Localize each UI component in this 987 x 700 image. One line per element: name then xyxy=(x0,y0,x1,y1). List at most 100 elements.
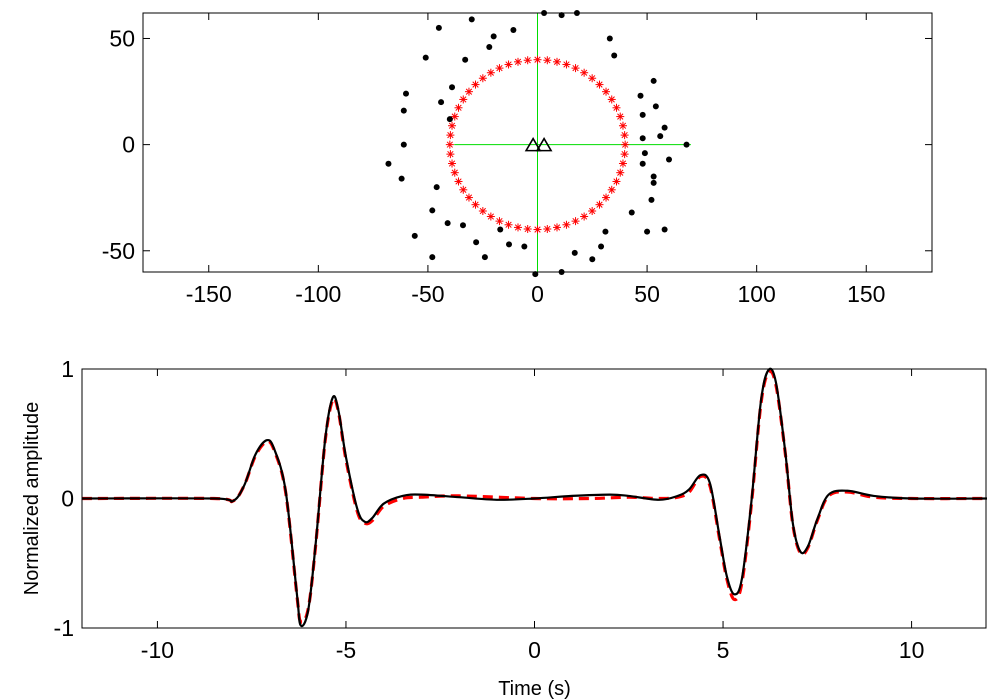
asterisk-stroke xyxy=(621,131,628,139)
asterisk-marker xyxy=(607,95,616,104)
dot-marker xyxy=(639,160,646,167)
dot-marker xyxy=(429,254,436,261)
waveform-x-ticks: -10 -5 0 5 10 xyxy=(141,369,924,663)
dot-marker xyxy=(422,54,429,61)
dot-marker xyxy=(400,107,407,114)
x-axis-title: Time (s) xyxy=(498,678,571,700)
dot-marker xyxy=(510,26,517,33)
asterisk-stroke xyxy=(451,113,458,120)
asterisk-marker xyxy=(553,223,562,232)
asterisk-marker xyxy=(543,56,552,65)
asterisk-stroke xyxy=(613,178,620,185)
asterisk-marker xyxy=(595,80,604,89)
asterisk-marker xyxy=(618,121,627,130)
dot-marker xyxy=(429,207,436,214)
asterisk-stroke xyxy=(496,64,503,72)
dot-marker xyxy=(490,33,497,40)
dot-marker xyxy=(385,160,392,167)
dot-marker xyxy=(444,220,451,227)
asterisk-stroke xyxy=(572,64,579,72)
map-x-ticks: -150 -100 -50 0 50 100 150 xyxy=(186,13,885,307)
asterisk-stroke xyxy=(622,141,629,148)
asterisk-stroke xyxy=(580,213,588,220)
asterisk-marker xyxy=(504,220,513,229)
asterisk-stroke xyxy=(487,69,495,76)
dot-marker xyxy=(473,239,480,246)
asterisk-stroke xyxy=(455,104,462,111)
asterisk-marker xyxy=(450,112,459,121)
map-y-ticks: -50 0 50 xyxy=(102,25,932,264)
asterisk-marker xyxy=(513,223,522,232)
asterisk-stroke xyxy=(553,58,561,65)
dot-marker xyxy=(657,133,664,140)
asterisk-stroke xyxy=(524,225,531,233)
asterisk-marker xyxy=(459,185,468,194)
asterisk-marker xyxy=(464,193,473,202)
asterisk-marker xyxy=(446,131,455,140)
dot-marker xyxy=(650,173,657,180)
dot-marker xyxy=(598,243,605,250)
asterisk-marker xyxy=(533,55,542,64)
asterisk-stroke xyxy=(621,150,628,158)
dot-marker xyxy=(449,84,456,91)
asterisk-stroke xyxy=(617,169,624,176)
asterisk-marker xyxy=(504,60,513,69)
asterisk-stroke xyxy=(534,56,541,63)
dot-marker xyxy=(497,226,504,233)
asterisk-marker xyxy=(571,217,580,226)
x-tick-label: 150 xyxy=(847,281,885,307)
asterisk-stroke xyxy=(563,61,570,68)
asterisk-marker xyxy=(602,193,611,202)
dot-marker xyxy=(438,99,445,106)
x-tick-label: 50 xyxy=(634,281,660,307)
triangle-marker xyxy=(535,137,553,152)
series-line-red-dashed xyxy=(81,369,987,624)
asterisk-stroke xyxy=(472,201,479,208)
asterisk-stroke xyxy=(602,194,610,201)
dot-marker xyxy=(532,271,539,278)
dot-marker xyxy=(628,209,635,216)
asterisk-marker xyxy=(454,177,463,186)
dot-markers xyxy=(385,10,690,278)
dot-marker xyxy=(435,24,442,31)
asterisk-marker xyxy=(571,64,580,73)
asterisk-marker xyxy=(495,217,504,226)
asterisk-stroke xyxy=(514,224,522,231)
asterisk-marker xyxy=(607,185,616,194)
asterisk-stroke xyxy=(465,194,473,201)
asterisk-marker xyxy=(595,200,604,209)
dot-marker xyxy=(611,52,618,59)
dot-marker xyxy=(650,179,657,186)
asterisk-marker xyxy=(446,150,455,159)
asterisk-marker xyxy=(562,60,571,69)
asterisk-stroke xyxy=(572,217,579,225)
asterisk-marker xyxy=(450,168,459,177)
dot-marker xyxy=(652,103,659,110)
asterisk-stroke xyxy=(524,57,531,64)
asterisk-stroke xyxy=(563,221,570,228)
dot-marker xyxy=(661,226,668,233)
asterisk-stroke xyxy=(617,113,624,120)
asterisk-stroke xyxy=(505,61,512,68)
asterisk-stroke xyxy=(613,104,620,111)
asterisk-marker xyxy=(448,159,457,168)
asterisk-stroke xyxy=(505,221,512,228)
asterisk-marker xyxy=(513,57,522,66)
dot-marker xyxy=(589,256,596,263)
asterisk-marker xyxy=(580,68,589,77)
asterisk-marker xyxy=(588,74,597,83)
dot-marker xyxy=(506,241,513,248)
asterisk-marker xyxy=(620,131,629,140)
asterisk-marker xyxy=(616,112,625,121)
map-crosshair xyxy=(454,13,691,272)
waveform-series xyxy=(81,367,987,628)
asterisk-marker xyxy=(618,159,627,168)
asterisk-ring xyxy=(445,55,630,234)
dot-marker xyxy=(558,12,565,19)
dot-marker xyxy=(446,116,453,123)
asterisk-stroke xyxy=(460,96,467,103)
asterisk-marker xyxy=(478,207,487,216)
asterisk-stroke xyxy=(589,207,596,215)
asterisk-marker xyxy=(464,87,473,96)
